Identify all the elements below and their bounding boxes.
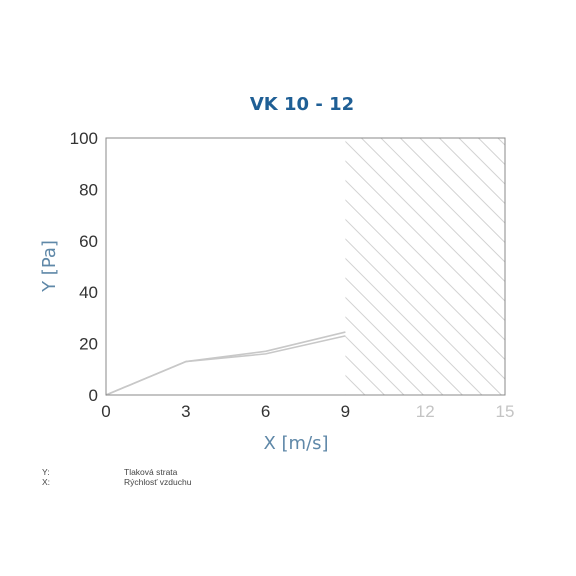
x-tick-label-3: 3 <box>181 402 190 421</box>
hatch-line <box>345 257 483 395</box>
series-line-1 <box>105 335 346 396</box>
hatch-line <box>345 179 505 341</box>
x-axis-label: X [m/s] <box>263 433 328 454</box>
hatch-line <box>345 160 505 322</box>
legend: Y: Tlaková strata X: Rýchlosť vzduchu <box>42 467 191 487</box>
hatch-line <box>478 138 505 166</box>
legend-key-x: X: <box>42 477 51 487</box>
chart-title: VK 10 - 12 <box>250 94 354 115</box>
series-line-2 <box>105 331 346 396</box>
hatch-line <box>345 355 385 395</box>
hatch-line <box>345 218 505 380</box>
legend-text-x: Rýchlosť vzduchu <box>124 477 192 487</box>
y-tick-label-100: 100 <box>70 129 98 148</box>
y-tick-label-40: 40 <box>79 283 98 302</box>
hatch-line <box>361 138 505 283</box>
x-tick-label-9: 9 <box>341 402 350 421</box>
hatch-line <box>345 238 502 395</box>
y-tick-label-20: 20 <box>79 335 98 354</box>
hatch-line <box>345 296 444 395</box>
y-axis-ticks: 0 20 40 60 80 100 <box>70 129 98 405</box>
legend-text-y: Tlaková strata <box>124 467 178 477</box>
hatch-line <box>345 335 405 395</box>
x-tick-label-6: 6 <box>261 402 270 421</box>
y-axis-label: Y [Pa] <box>39 240 60 293</box>
plot-frame <box>105 137 506 396</box>
hatch-line <box>345 277 463 395</box>
hatch-line <box>345 394 346 395</box>
hatch-line <box>400 138 505 244</box>
y-tick-label-60: 60 <box>79 232 98 251</box>
series-group <box>105 331 346 396</box>
hatch-line <box>380 138 505 263</box>
hatch-line <box>439 138 505 205</box>
hatch-line <box>497 138 505 146</box>
x-axis-ticks: 0 3 6 9 12 15 <box>101 402 514 421</box>
x-tick-label-0: 0 <box>101 402 110 421</box>
hatch-line <box>345 140 505 302</box>
hatch-lines <box>345 138 505 395</box>
hatch-line <box>345 316 424 395</box>
y-tick-label-0: 0 <box>89 386 98 405</box>
legend-row-x: X: Rýchlosť vzduchu <box>42 477 191 487</box>
hatch-line <box>458 138 505 185</box>
hatch-line <box>419 138 505 224</box>
legend-row-y: Y: Tlaková strata <box>42 467 191 477</box>
legend-key-y: Y: <box>42 467 50 477</box>
hatch-line <box>345 199 505 361</box>
y-tick-label-80: 80 <box>79 180 98 199</box>
x-tick-label-15: 15 <box>496 402 515 421</box>
hatched-region <box>345 138 505 395</box>
x-tick-label-12: 12 <box>416 402 435 421</box>
